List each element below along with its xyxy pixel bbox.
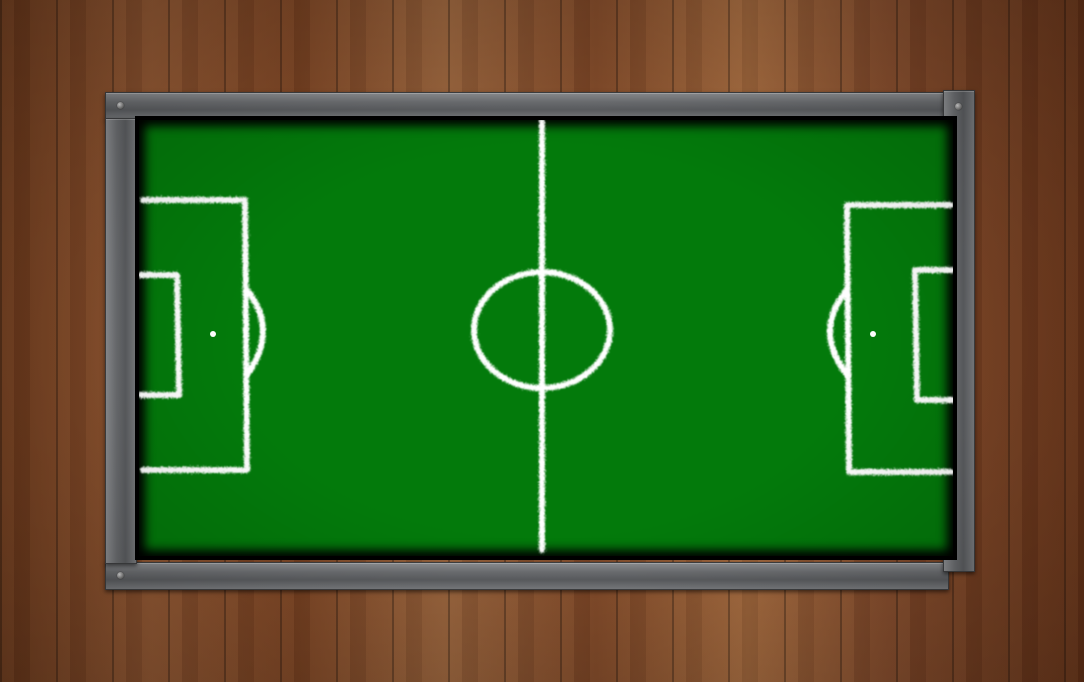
soccer-pitch[interactable] bbox=[139, 120, 953, 556]
bolt-icon bbox=[117, 102, 124, 109]
right-goal-area bbox=[912, 267, 953, 403]
left-penalty-spot bbox=[210, 331, 216, 337]
left-goal-area bbox=[139, 272, 182, 398]
right-penalty-spot bbox=[870, 331, 876, 337]
frame-rail-bottom bbox=[105, 562, 949, 590]
pitch-markings bbox=[139, 120, 953, 553]
frame-rail-left bbox=[105, 118, 137, 564]
center-circle bbox=[471, 269, 613, 391]
table-board bbox=[105, 90, 975, 590]
left-penalty-area bbox=[140, 197, 250, 473]
left-penalty-arc bbox=[244, 287, 266, 378]
bolt-icon bbox=[955, 103, 962, 110]
right-penalty-area bbox=[844, 202, 953, 475]
bolt-icon bbox=[117, 572, 124, 579]
frame-rail-top bbox=[105, 92, 949, 120]
right-penalty-arc bbox=[827, 287, 850, 378]
